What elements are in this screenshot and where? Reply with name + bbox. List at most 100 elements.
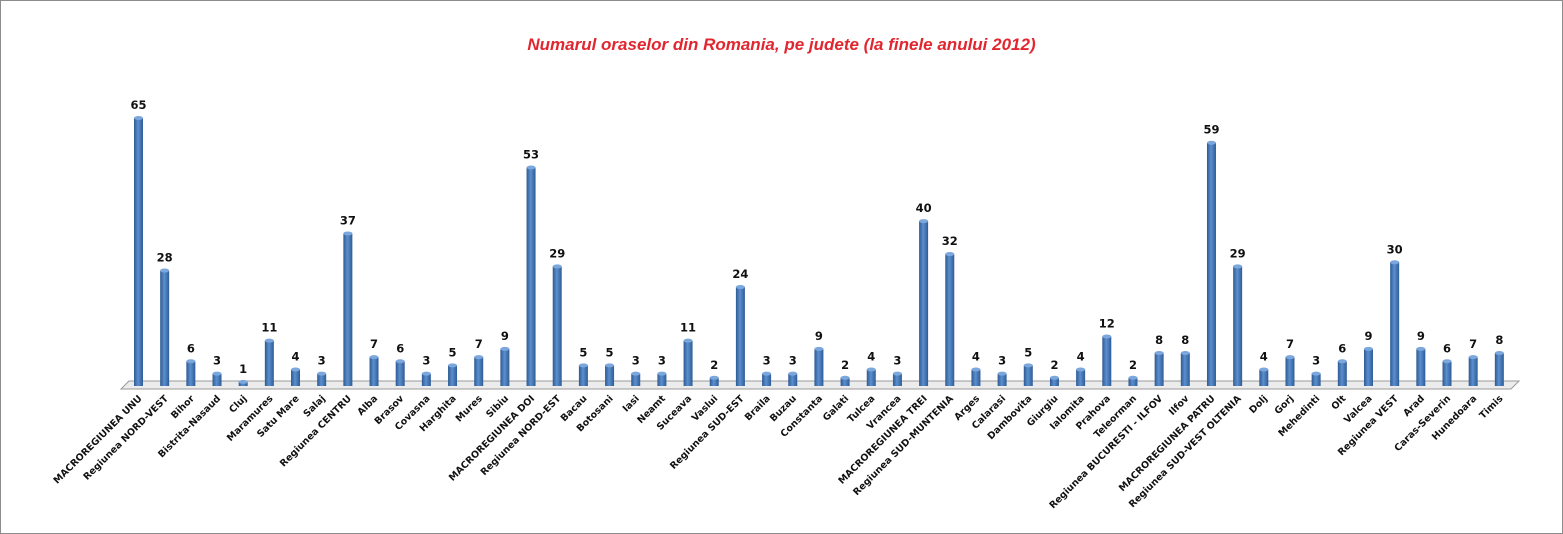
- value-label: 3: [632, 354, 640, 368]
- bar-cap: [735, 285, 745, 290]
- value-label: 53: [523, 147, 539, 161]
- bar-cap: [1233, 264, 1243, 269]
- bar: [1494, 351, 1504, 386]
- bar: [186, 359, 196, 386]
- bar: [1049, 375, 1059, 386]
- bar: [1416, 346, 1426, 386]
- bar: [788, 371, 798, 386]
- bar: [526, 165, 536, 386]
- value-label: 3: [318, 354, 326, 368]
- bar-body: [526, 167, 536, 386]
- bar: [160, 268, 170, 386]
- bar-cap: [1049, 375, 1059, 380]
- bar-body: [1023, 365, 1033, 386]
- bar-cap: [866, 367, 876, 372]
- bar: [709, 375, 719, 386]
- value-label: 2: [710, 358, 718, 372]
- bar: [971, 367, 981, 386]
- bar-cap: [1206, 140, 1216, 145]
- bar-cap: [395, 359, 405, 364]
- bar-cap: [1023, 363, 1033, 368]
- bar-cap: [1285, 355, 1295, 360]
- bar-body: [971, 369, 981, 386]
- value-label: 4: [1260, 350, 1268, 364]
- bar-body: [474, 357, 484, 386]
- bar-cap: [945, 252, 955, 257]
- category-label: Cluj: [227, 393, 249, 415]
- chart-title: Numarul oraselor din Romania, pe judete …: [527, 35, 1036, 54]
- bar-body: [500, 348, 510, 386]
- bar-body: [1311, 373, 1321, 386]
- value-label: 7: [1286, 337, 1294, 351]
- bar-body: [631, 373, 641, 386]
- bar-body: [814, 348, 824, 386]
- bar: [631, 371, 641, 386]
- bar: [1233, 264, 1243, 386]
- bar-cap: [1180, 351, 1190, 356]
- bar: [1102, 334, 1112, 386]
- bar: [1023, 363, 1033, 386]
- value-label: 6: [1338, 341, 1346, 355]
- bar: [395, 359, 405, 386]
- bar: [291, 367, 301, 386]
- value-label: 5: [606, 345, 614, 359]
- bar-body: [134, 118, 143, 386]
- bar-cap: [238, 379, 248, 384]
- bar: [683, 338, 693, 386]
- bar-body: [1233, 266, 1243, 386]
- bar-cap: [1259, 367, 1269, 372]
- bar-cap: [814, 346, 824, 351]
- value-label: 37: [340, 213, 356, 227]
- bar-body: [1468, 357, 1478, 386]
- bar: [552, 264, 562, 386]
- value-label: 3: [789, 354, 797, 368]
- bar: [264, 338, 274, 386]
- bar: [448, 363, 458, 386]
- bar-body: [186, 361, 196, 386]
- value-label: 5: [579, 345, 587, 359]
- bar-cap: [369, 355, 379, 360]
- bar-body: [369, 357, 379, 386]
- bar-cap: [134, 116, 143, 120]
- value-label: 2: [1050, 358, 1058, 372]
- bar-cap: [578, 363, 588, 368]
- bar-body: [1337, 361, 1347, 386]
- category-label: Iasi: [621, 393, 642, 414]
- bar: [1337, 359, 1347, 386]
- bar: [605, 363, 615, 386]
- bar-body: [1416, 348, 1426, 386]
- value-label: 9: [815, 329, 823, 343]
- value-label: 28: [157, 251, 173, 265]
- bar-body: [212, 373, 222, 386]
- value-label: 59: [1203, 123, 1219, 137]
- bar-body: [343, 233, 353, 386]
- bar-body: [317, 373, 327, 386]
- bar-body: [1049, 377, 1059, 386]
- bar-cap: [291, 367, 301, 372]
- bar: [578, 363, 588, 386]
- bar-body: [160, 270, 170, 386]
- bar-cap: [997, 371, 1007, 376]
- category-label: Olt: [1329, 393, 1348, 412]
- value-label: 9: [1364, 329, 1372, 343]
- value-label: 7: [475, 337, 483, 351]
- bar-body: [683, 340, 693, 386]
- value-label: 3: [658, 354, 666, 368]
- bar: [1128, 375, 1138, 386]
- value-label: 32: [942, 234, 958, 248]
- bar-cap: [762, 371, 772, 376]
- bar-cap: [421, 371, 431, 376]
- bar-body: [264, 340, 274, 386]
- value-label: 24: [732, 267, 748, 281]
- value-label: 7: [1469, 337, 1477, 351]
- bar-cap: [1363, 346, 1373, 351]
- bar-body: [1076, 369, 1086, 386]
- bar-cap: [1416, 346, 1426, 351]
- bar-body: [1285, 357, 1295, 386]
- value-label: 4: [867, 350, 875, 364]
- bar-cap: [1494, 351, 1504, 356]
